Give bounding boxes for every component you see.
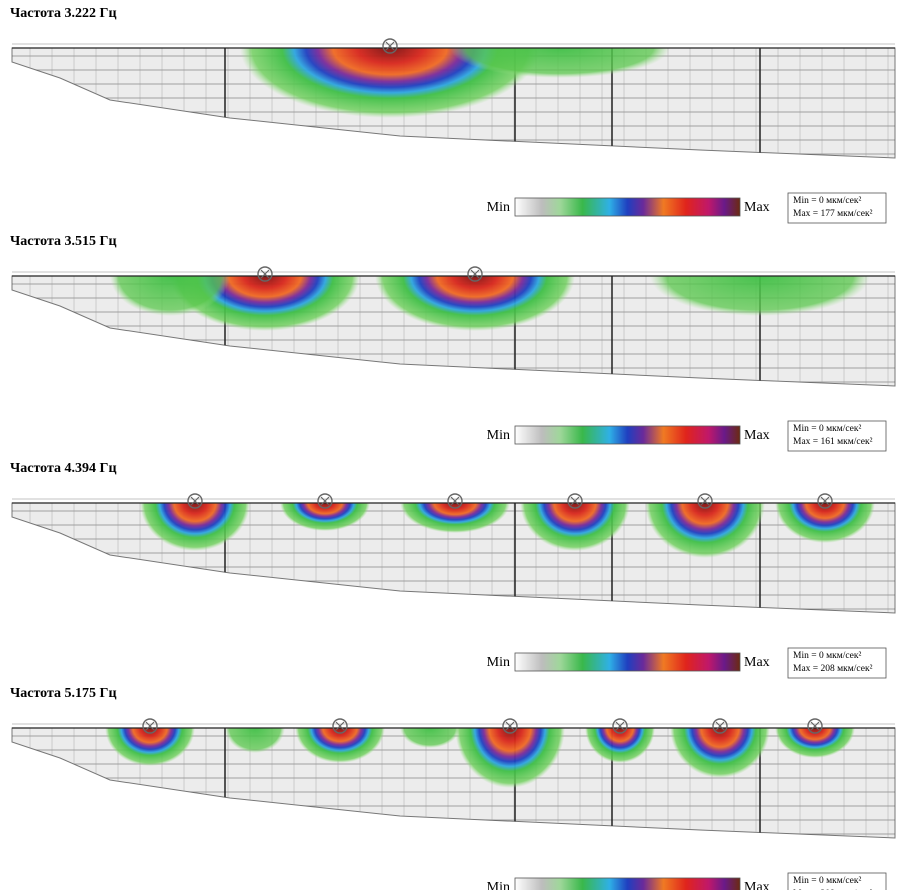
sensor-cross — [820, 496, 830, 506]
scale-min: Min — [487, 200, 510, 215]
sensor-cross — [335, 721, 345, 731]
sensor-cross — [505, 721, 515, 731]
vibration-field — [450, 48, 670, 78]
sensor-cross — [145, 721, 155, 731]
legend-min: Min = 0 мкм/сек² — [793, 196, 862, 206]
legend-box — [787, 192, 887, 224]
vibration-field — [455, 728, 565, 788]
sensor-marker — [332, 718, 348, 734]
sensor-marker — [187, 493, 203, 509]
sensor-cross — [470, 269, 480, 279]
panel: Частота 4.394 Гц Min Max Min = 0 мкм/сек² Ma… — [10, 461, 896, 679]
vibration-field — [670, 728, 770, 778]
scale-max: Max — [744, 428, 770, 443]
sensor-cross — [700, 496, 710, 506]
vibration-field — [375, 276, 575, 331]
vibration-field — [645, 503, 765, 558]
panel: Частота 3.222 Гц Min Max Min = 0 мкм/сек² Ma… — [10, 6, 896, 224]
panel: Частота 3.515 Гц Min Max Min = 0 мкм/сек² Ma… — [10, 234, 896, 452]
vibration-field — [240, 48, 540, 118]
sensor-marker — [697, 493, 713, 509]
vibration-field — [400, 503, 510, 533]
color-scale — [514, 652, 741, 672]
sensor-marker — [567, 493, 583, 509]
legend-min: Min = 0 мкм/сек² — [793, 651, 862, 661]
drawing — [12, 503, 895, 613]
sensor-marker — [502, 718, 518, 734]
sensor-marker — [712, 718, 728, 734]
sensor-marker — [807, 718, 823, 734]
sensor-marker — [817, 493, 833, 509]
legend-max: Max = 161 мкм/сек² — [793, 437, 873, 447]
sensor-marker — [447, 493, 463, 509]
vibration-field — [225, 728, 285, 753]
vibration-field — [140, 503, 250, 551]
color-scale — [514, 877, 741, 890]
sensor-marker — [257, 266, 273, 282]
sensor-cross — [810, 721, 820, 731]
vibration-field — [105, 728, 195, 766]
sensor-marker — [467, 266, 483, 282]
legend-min: Min = 0 мкм/сек² — [793, 876, 862, 886]
sensor-cross — [715, 721, 725, 731]
legend-box — [787, 420, 887, 452]
scale-max: Max — [744, 880, 770, 890]
scale-min: Min — [487, 880, 510, 890]
panel-title: Частота 4.394 Гц — [10, 461, 117, 476]
legend-max: Max = 177 мкм/сек² — [793, 209, 873, 219]
vibration-field — [110, 276, 230, 316]
panel-title: Частота 3.515 Гц — [10, 234, 117, 249]
legend-box — [787, 872, 887, 890]
sensor-marker — [317, 493, 333, 509]
scale-max: Max — [744, 200, 770, 215]
vibration-field — [295, 728, 385, 763]
sensor-cross — [450, 496, 460, 506]
legend-box — [787, 647, 887, 679]
panel-title: Частота 3.222 Гц — [10, 6, 117, 21]
scale-min: Min — [487, 428, 510, 443]
sensor-cross — [615, 721, 625, 731]
vibration-field — [400, 728, 460, 748]
panel-title: Частота 5.175 Гц — [10, 686, 117, 701]
scale-min: Min — [487, 655, 510, 670]
vibration-field — [520, 503, 630, 551]
sensor-cross — [190, 496, 200, 506]
sensor-cross — [385, 41, 395, 51]
sensor-marker — [612, 718, 628, 734]
legend-min: Min = 0 мкм/сек² — [793, 424, 862, 434]
sensor-marker — [142, 718, 158, 734]
vibration-field — [280, 503, 370, 531]
color-scale — [514, 197, 741, 217]
vibration-field — [775, 728, 855, 758]
legend-max: Max = 208 мкм/сек² — [793, 664, 873, 674]
sensor-marker — [382, 38, 398, 54]
scale-max: Max — [744, 655, 770, 670]
vibration-field — [650, 276, 870, 316]
sensor-cross — [320, 496, 330, 506]
color-scale — [514, 425, 741, 445]
vibration-field — [775, 503, 875, 543]
sensor-cross — [260, 269, 270, 279]
drawing — [12, 276, 895, 386]
sensor-cross — [570, 496, 580, 506]
vibration-field — [170, 276, 360, 331]
vibration-field — [585, 728, 655, 763]
